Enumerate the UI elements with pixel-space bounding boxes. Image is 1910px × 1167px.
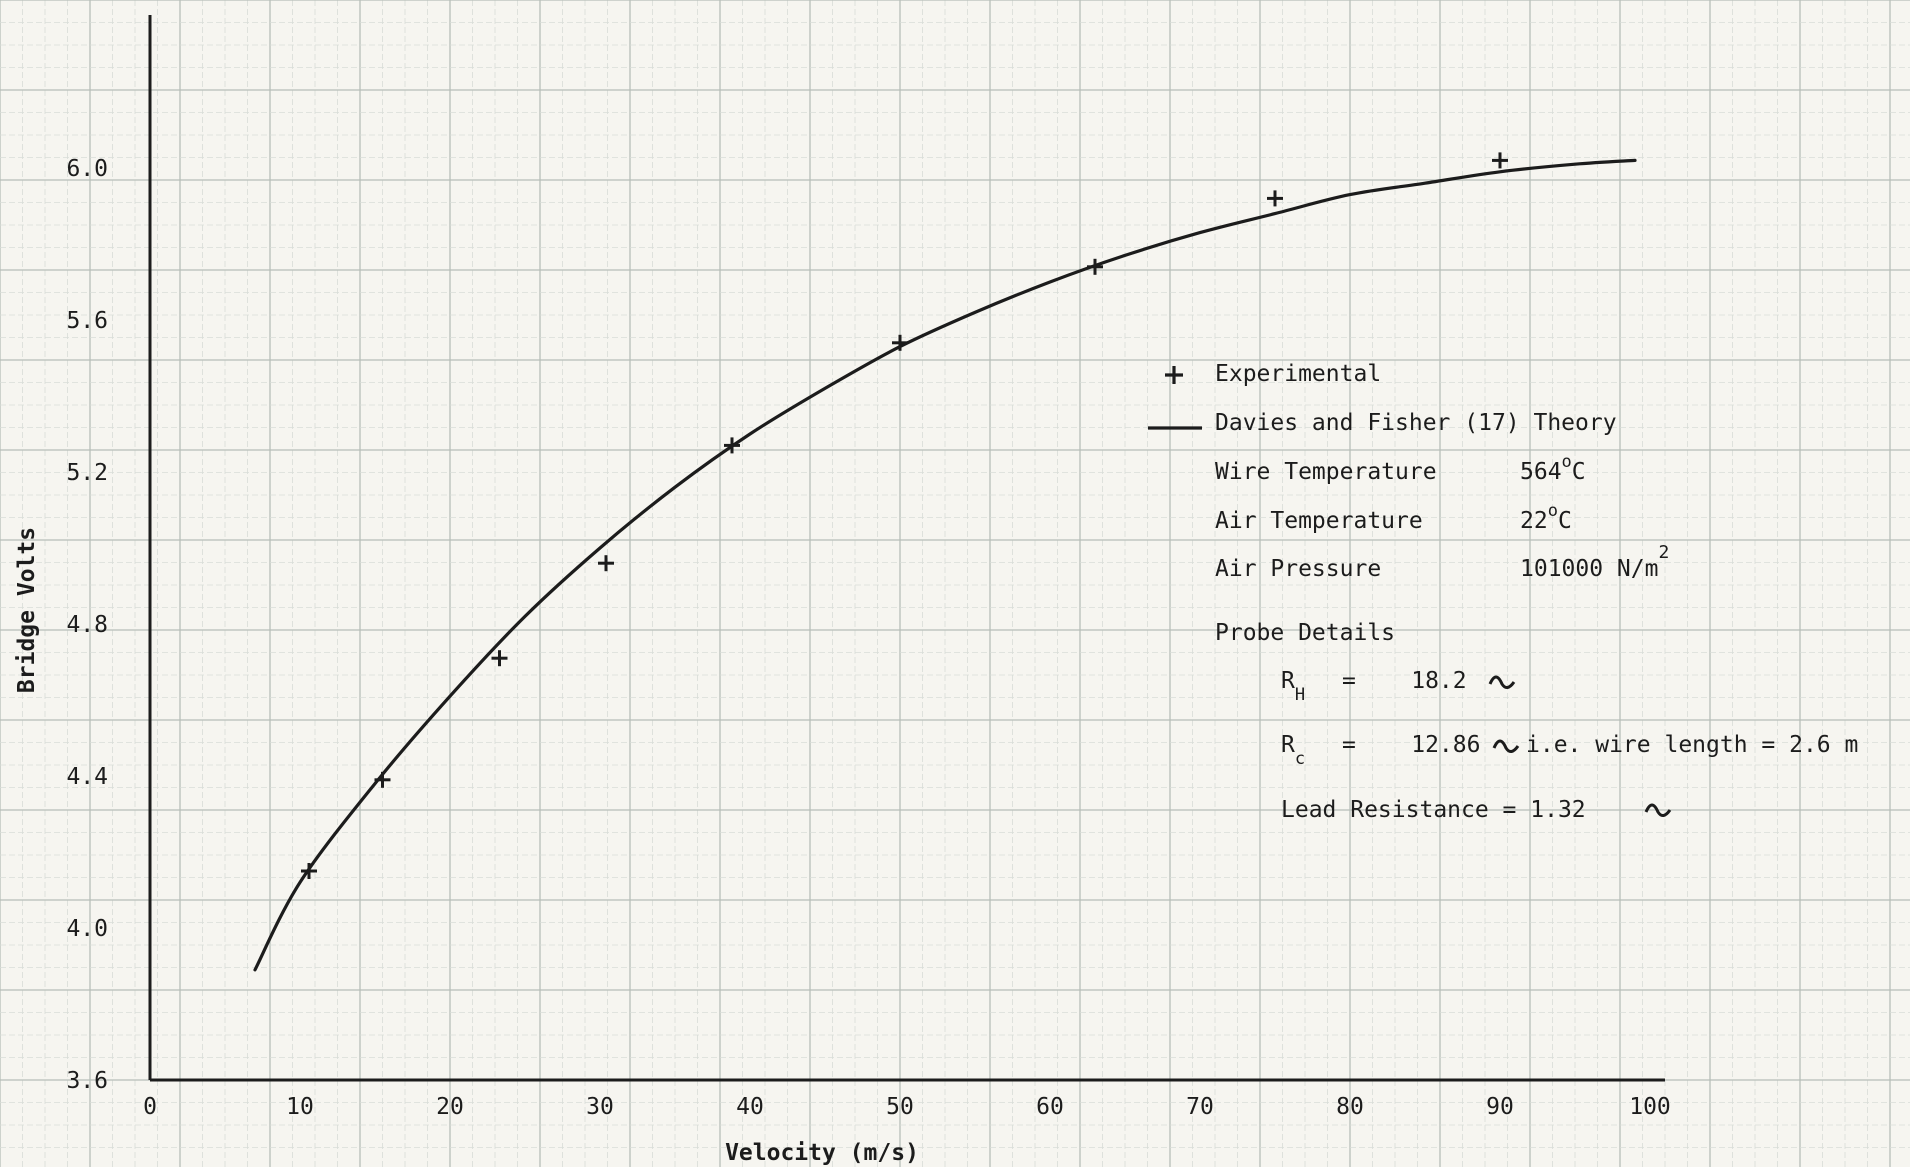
data-point-experimental — [598, 555, 614, 572]
data-point-experimental — [301, 863, 317, 879]
y-tick-label: 4.4 — [66, 764, 108, 790]
axes — [148, 15, 1665, 1082]
y-tick-label: 6.0 — [66, 156, 108, 182]
x-tick-label: 100 — [1629, 1094, 1671, 1120]
x-tick-label: 30 — [586, 1094, 614, 1120]
tick-labels: 0 10 20 30 40 50 60 70 80 90 100 3.6 4.0 4.4 4.8 5.2 5.6… — [66, 156, 1670, 1120]
air-temp-label: Air Temperature — [1215, 508, 1423, 534]
rh-value: = 18.2 — [1342, 668, 1467, 694]
rc-symbol: Rc — [1281, 732, 1305, 769]
x-tick-label: 60 — [1036, 1094, 1064, 1120]
legend-experimental: Experimental — [1215, 361, 1381, 387]
x-tick-label: 10 — [286, 1094, 314, 1120]
annotations: Wire Temperature 564oC Air Temperature 2… — [1215, 452, 1858, 823]
x-tick-label: 40 — [736, 1094, 764, 1120]
y-tick-label: 3.6 — [66, 1068, 108, 1094]
ohm-icon — [1488, 675, 1516, 689]
x-tick-label: 70 — [1186, 1094, 1214, 1120]
data-point-experimental — [1492, 152, 1508, 169]
series-experimental-markers — [301, 152, 1508, 879]
data-point-experimental — [724, 437, 740, 454]
x-tick-label: 0 — [143, 1094, 157, 1120]
air-pressure-label: Air Pressure — [1215, 556, 1381, 582]
air-pressure-value: 101000 N/m2 — [1520, 542, 1669, 582]
y-tick-label: 4.8 — [66, 612, 108, 638]
air-temp-value: 22oC — [1520, 501, 1572, 534]
rc-wire-length-note: i.e. wire length = 2.6 m — [1526, 732, 1858, 758]
ohm-icon — [1644, 803, 1672, 817]
data-point-experimental — [1267, 190, 1283, 207]
y-tick-label: 5.6 — [66, 308, 108, 334]
x-tick-label: 50 — [886, 1094, 914, 1120]
legend: Experimental Davies and Fisher (17) Theo… — [1148, 361, 1617, 436]
rh-symbol: RH — [1281, 668, 1305, 705]
y-tick-label: 4.0 — [66, 916, 108, 942]
data-point-experimental — [892, 334, 908, 351]
x-tick-label: 20 — [436, 1094, 464, 1120]
rc-value: = 12.86 — [1342, 732, 1480, 758]
legend-theory: Davies and Fisher (17) Theory — [1215, 410, 1617, 436]
probe-details-heading: Probe Details — [1215, 620, 1395, 646]
x-tick-label: 90 — [1486, 1094, 1514, 1120]
x-tick-label: 80 — [1336, 1094, 1364, 1120]
data-point-experimental — [491, 650, 508, 667]
series-theory-line — [253, 158, 1637, 972]
data-point-experimental — [374, 771, 391, 788]
lead-resistance: Lead Resistance = 1.32 — [1281, 797, 1586, 823]
legend-marker-plus — [1165, 366, 1183, 384]
data-point-experimental — [1087, 258, 1103, 275]
x-axis-label: Velocity (m/s) — [725, 1140, 919, 1166]
wire-temp-value: 564oC — [1520, 452, 1586, 485]
y-tick-label: 5.2 — [66, 460, 108, 486]
wire-temp-label: Wire Temperature — [1215, 459, 1437, 485]
ohm-icon — [1492, 739, 1520, 753]
y-axis-label: Bridge Volts — [14, 527, 40, 693]
